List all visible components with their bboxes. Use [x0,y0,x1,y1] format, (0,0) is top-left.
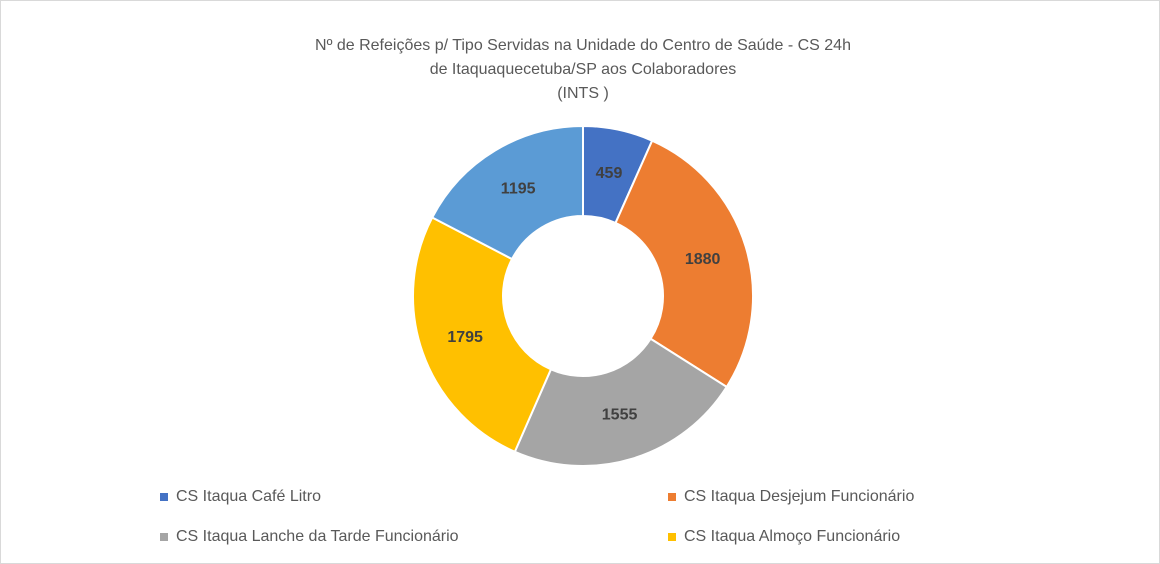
donut-slice [513,337,729,467]
chart-title: (INTS ) [557,85,609,102]
donut-slice [430,124,584,261]
legend-swatch [668,493,676,501]
data-label: 1795 [447,329,483,346]
legend-label: CS Itaqua Lanche da Tarde Funcionário [176,528,459,545]
chart-title: de Itaquaquecetuba/SP aos Colaboradores [430,61,737,78]
legend-swatch [160,533,168,541]
chart-title: Nº de Refeições p/ Tipo Servidas na Unid… [315,37,851,54]
donut-slice [412,216,553,454]
legend-label: CS Itaqua Desjejum Funcionário [684,488,914,505]
data-label: 1555 [602,407,638,424]
donut-slice [614,139,754,389]
data-label: 1880 [685,251,721,268]
legend-label: CS Itaqua Café Litro [176,488,321,505]
legend-label: CS Itaqua Almoço Funcionário [684,528,900,545]
legend-swatch [160,493,168,501]
legend-swatch [668,533,676,541]
data-label: 1195 [501,180,536,197]
data-label: 459 [596,165,623,182]
